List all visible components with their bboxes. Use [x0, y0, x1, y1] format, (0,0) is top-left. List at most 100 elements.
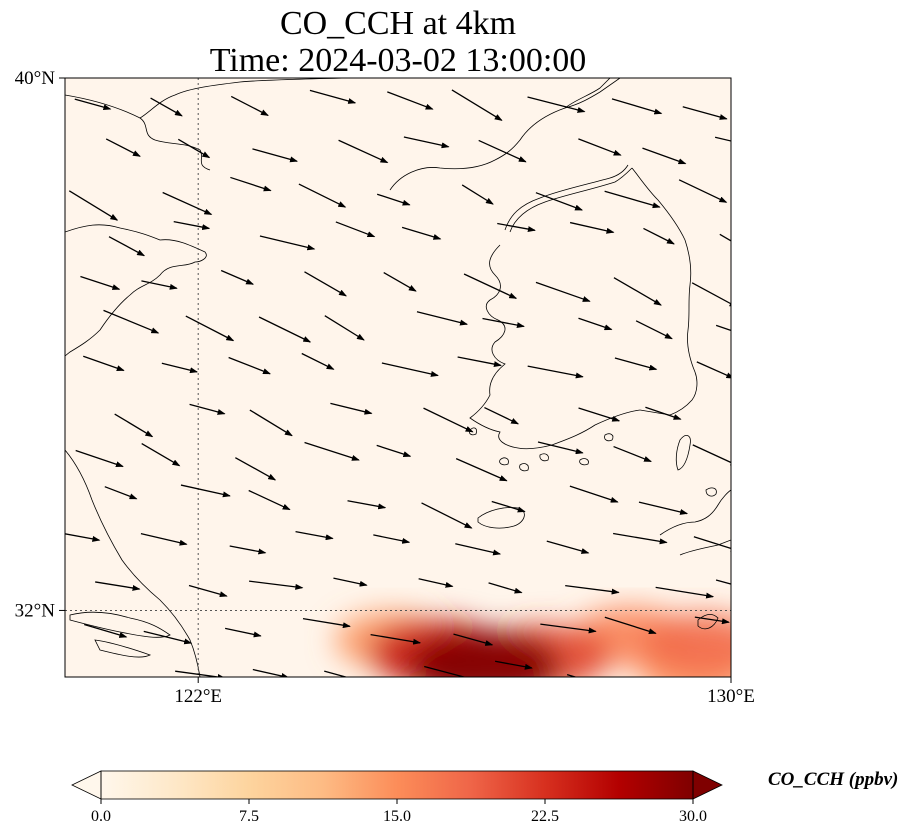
wind-arrow — [252, 668, 290, 677]
wind-arrow — [455, 543, 502, 556]
wind-arrow — [65, 533, 101, 542]
colorbar-tick-label: 15.0 — [383, 808, 411, 825]
wind-arrow — [249, 580, 304, 590]
wind-arrow — [527, 365, 584, 379]
wind-arrow — [535, 192, 583, 211]
colorbar-tick-label: 0.0 — [91, 808, 111, 825]
wind-arrow — [565, 584, 620, 595]
co-hotspot-7 — [408, 630, 561, 677]
wind-vector-field — [65, 89, 731, 683]
wind-arrow — [613, 445, 652, 463]
wind-arrow — [424, 665, 481, 677]
wind-arrow — [80, 275, 121, 290]
wind-arrow — [604, 190, 661, 209]
wind-arrow — [95, 581, 141, 591]
wind-arrow — [304, 271, 347, 297]
wind-arrow — [715, 579, 731, 585]
wind-arrow — [309, 89, 357, 104]
lat-tick-label: 32°N — [15, 600, 56, 621]
wind-arrow — [150, 97, 183, 117]
wind-arrow — [185, 315, 235, 342]
wind-arrow — [421, 502, 473, 529]
wind-arrow — [478, 139, 527, 163]
wind-arrow — [338, 139, 389, 164]
wind-arrow — [693, 536, 731, 552]
wind-arrow — [376, 193, 411, 206]
wind-arrow — [100, 679, 134, 683]
wind-arrow — [75, 449, 124, 468]
wind-arrow — [324, 670, 349, 677]
wind-arrow — [387, 91, 434, 110]
wind-arrow — [249, 409, 293, 437]
wind-arrow — [162, 191, 213, 216]
wind-arrow — [614, 357, 658, 371]
wind-arrow — [381, 362, 439, 377]
wind-arrow — [578, 407, 621, 422]
wind-arrow — [304, 441, 360, 461]
wind-arrow — [108, 236, 146, 257]
wind-arrow — [682, 106, 728, 120]
wind-arrow — [224, 627, 262, 638]
wind-arrow — [457, 356, 502, 368]
wind-arrow — [613, 532, 668, 545]
wind-arrow — [540, 623, 597, 634]
wind-arrow — [229, 545, 267, 555]
lon-tick-label: 130°E — [707, 686, 755, 707]
wind-arrow — [141, 442, 181, 467]
wind-arrow — [330, 402, 373, 415]
co-hotspot-4 — [642, 612, 731, 675]
wind-arrow — [642, 147, 687, 165]
wind-arrow — [418, 578, 454, 588]
wind-arrow — [461, 184, 494, 205]
wind-arrow — [535, 281, 591, 302]
wind-arrow — [537, 441, 584, 455]
wind-arrow — [635, 320, 673, 340]
wind-arrow — [714, 136, 731, 142]
map-title-line2: Time: 2024-03-02 13:00:00 — [209, 42, 587, 79]
wind-arrow — [373, 534, 411, 544]
colorbar-label: CO_CCH (ppbv) — [768, 769, 899, 790]
wind-arrow — [103, 309, 160, 334]
wind-arrow — [423, 407, 474, 433]
wind-arrow — [497, 222, 536, 233]
wind-arrow — [74, 98, 112, 111]
map-title-line1: CO_CCH at 4km — [279, 5, 517, 42]
map-frame — [64, 77, 732, 678]
wind-arrow — [578, 138, 622, 156]
wind-arrow — [403, 136, 450, 149]
wind-arrow — [298, 183, 347, 208]
wind-arrow — [347, 500, 387, 510]
gridlines — [65, 78, 731, 677]
wind-arrow — [301, 352, 335, 370]
wind-arrow — [494, 660, 533, 670]
wind-arrow — [252, 148, 298, 163]
wind-arrow — [161, 362, 198, 374]
colorbar-tick-label: 7.5 — [239, 808, 259, 825]
wind-arrow — [569, 221, 615, 234]
wind-arrow — [105, 138, 141, 157]
wind-arrow — [177, 138, 211, 159]
lon-tick-label: 122°E — [174, 686, 222, 707]
wind-arrow — [691, 282, 731, 308]
colorbar-extend-low — [71, 770, 102, 800]
wind-arrow — [228, 356, 271, 375]
wind-arrow — [188, 584, 228, 598]
wind-arrow — [180, 484, 231, 498]
wind-arrow — [416, 311, 469, 326]
wind-arrow — [335, 221, 376, 238]
wind-arrow — [104, 486, 138, 500]
wind-arrow — [248, 489, 291, 511]
wind-arrow — [258, 316, 312, 343]
wind-arrow — [527, 96, 586, 113]
wind-arrow — [370, 633, 422, 645]
wind-arrow — [645, 406, 682, 420]
wind-arrow — [643, 227, 675, 245]
wind-arrow — [655, 586, 715, 599]
wind-arrow — [333, 577, 368, 587]
colorbar: 0.0 7.5 15.0 22.5 30.0 — [71, 770, 723, 825]
colorbar-tick-label: 22.5 — [531, 808, 559, 825]
colorbar-tick-label: 30.0 — [679, 808, 707, 825]
map-panel — [65, 78, 731, 683]
wind-arrow — [491, 500, 526, 513]
wind-arrow — [482, 317, 525, 329]
